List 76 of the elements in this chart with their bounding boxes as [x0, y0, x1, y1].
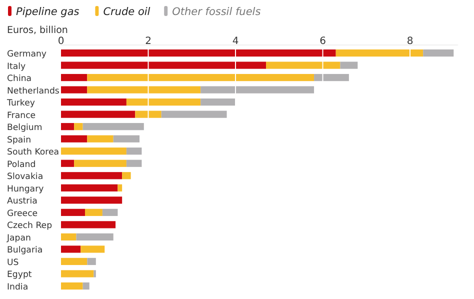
bar	[87, 74, 314, 82]
y-tick-label: Spain	[7, 135, 32, 146]
x-tick-label: 0	[58, 36, 64, 47]
bar	[200, 86, 314, 94]
bar	[61, 160, 74, 167]
bar	[61, 98, 126, 106]
y-tick-label: Netherlands	[7, 86, 60, 96]
bar	[82, 123, 144, 130]
bar	[61, 148, 126, 155]
y-tick-label: India	[7, 282, 28, 292]
bar	[74, 160, 126, 167]
bar	[314, 74, 349, 82]
bar	[61, 86, 88, 94]
y-tick-label: Czech Rep	[7, 221, 52, 232]
y-tick-label: Germany	[7, 50, 46, 60]
bar	[126, 148, 142, 155]
bar	[61, 270, 94, 278]
y-tick-label: Greece	[7, 208, 38, 219]
x-tick-label: 2	[145, 36, 152, 47]
bar	[61, 172, 122, 180]
y-tick-label: Bulgaria	[7, 246, 43, 256]
bar	[84, 208, 102, 216]
bar	[340, 62, 358, 69]
y-tick-label: Poland	[7, 160, 36, 170]
y-tick-label: US	[7, 258, 19, 268]
x-tick-label: 6	[320, 36, 326, 47]
bar	[61, 135, 88, 142]
legend-label: Crude oil	[103, 6, 150, 18]
bar	[74, 123, 83, 130]
bar	[61, 246, 81, 253]
bar	[161, 110, 227, 118]
y-tick-label: Austria	[7, 196, 38, 207]
legend-label: Other fossil fuels	[172, 6, 262, 18]
bar	[87, 258, 96, 266]
x-axis-title: Euros, billion	[7, 25, 68, 36]
y-tick-label: Turkey	[6, 98, 35, 109]
bar	[80, 246, 105, 253]
bar	[61, 74, 88, 82]
bar	[113, 135, 140, 142]
bar	[135, 110, 162, 118]
bar	[336, 49, 424, 57]
bar	[87, 135, 114, 142]
bar	[126, 160, 142, 167]
bar	[61, 233, 76, 240]
bar	[266, 62, 340, 69]
bar	[126, 98, 201, 106]
y-tick-label: Japan	[6, 233, 31, 244]
y-tick-label: Egypt	[7, 270, 32, 280]
bar	[61, 258, 88, 266]
y-tick-label: France	[7, 110, 36, 121]
legend-label: Pipeline gas	[16, 6, 80, 18]
bar	[61, 62, 266, 69]
bar	[118, 184, 122, 192]
x-tick-label: 4	[232, 36, 239, 47]
bar	[200, 98, 236, 106]
bar	[61, 110, 136, 118]
y-tick-label: Hungary	[7, 184, 44, 194]
y-tick-label: China	[7, 74, 32, 84]
bar	[87, 86, 201, 94]
bar	[61, 123, 74, 130]
bar	[76, 233, 114, 240]
y-tick-label: Italy	[7, 62, 26, 72]
x-tick-label: 8	[406, 36, 414, 47]
bar	[61, 221, 116, 228]
bar	[61, 282, 83, 290]
bar	[102, 208, 118, 216]
y-tick-label: Belgium	[7, 123, 42, 134]
y-tick-label: South Korea	[7, 148, 60, 158]
bar	[82, 282, 90, 290]
bar	[61, 184, 118, 192]
y-tick-label: Slovakia	[7, 172, 44, 182]
bar	[61, 208, 85, 216]
bar	[122, 172, 131, 180]
bar	[423, 49, 454, 57]
bar	[61, 49, 336, 57]
bar	[61, 196, 122, 204]
